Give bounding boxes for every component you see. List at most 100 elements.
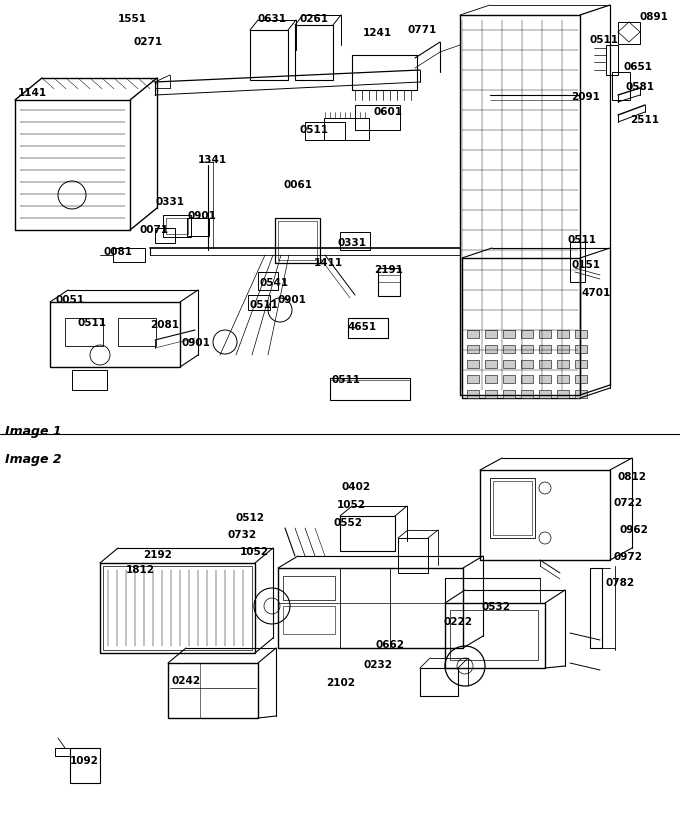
Text: 2091: 2091 [571, 92, 600, 102]
Text: 0261: 0261 [299, 14, 328, 24]
Text: 1411: 1411 [314, 258, 343, 268]
Text: 2102: 2102 [326, 678, 355, 688]
Text: 2511: 2511 [630, 115, 659, 125]
Text: 2192: 2192 [143, 550, 172, 560]
Bar [606, 45, 618, 75]
Text: 0512: 0512 [235, 513, 264, 523]
Text: 0071: 0071 [140, 225, 169, 235]
Bar [503, 375, 515, 383]
Bar [490, 478, 535, 538]
Bar [324, 118, 369, 140]
Bar [521, 360, 533, 368]
Text: 0901: 0901 [187, 211, 216, 221]
Bar [70, 748, 100, 783]
Bar [295, 25, 333, 80]
Text: 0222: 0222 [443, 617, 472, 627]
Text: 1052: 1052 [240, 547, 269, 557]
Bar [113, 248, 145, 262]
Bar [462, 258, 580, 398]
Bar [348, 318, 388, 338]
Bar [420, 668, 458, 696]
Bar [340, 516, 395, 551]
Bar [248, 295, 270, 310]
Bar [103, 566, 252, 650]
Text: 0972: 0972 [614, 552, 643, 562]
Bar [521, 345, 533, 353]
Bar [503, 390, 515, 398]
Bar [539, 330, 551, 338]
Bar [557, 375, 569, 383]
Text: 0511: 0511 [332, 375, 361, 385]
Bar [72, 370, 107, 390]
Bar [283, 576, 335, 600]
Bar [575, 330, 587, 338]
Bar [575, 390, 587, 398]
Bar [539, 345, 551, 353]
Bar [493, 481, 532, 535]
Text: 1052: 1052 [337, 500, 366, 510]
Bar [467, 360, 479, 368]
Text: 4651: 4651 [347, 322, 376, 332]
Text: 0782: 0782 [605, 578, 634, 588]
Text: 0151: 0151 [572, 260, 601, 270]
Text: 0051: 0051 [55, 295, 84, 305]
Bar [485, 375, 497, 383]
Bar [467, 390, 479, 398]
Text: 0511: 0511 [250, 300, 279, 310]
Bar [305, 122, 345, 140]
Text: 0552: 0552 [333, 518, 362, 528]
Text: 0722: 0722 [614, 498, 643, 508]
Bar [539, 390, 551, 398]
Text: 0402: 0402 [341, 482, 370, 492]
Bar [330, 378, 410, 400]
Text: 0771: 0771 [408, 25, 437, 35]
Bar [485, 390, 497, 398]
Bar [467, 345, 479, 353]
Bar [570, 242, 585, 282]
Text: 0732: 0732 [228, 530, 257, 540]
Bar [539, 375, 551, 383]
Bar [539, 360, 551, 368]
Text: 0331: 0331 [156, 197, 185, 207]
Text: 0511: 0511 [590, 35, 619, 45]
Text: 0331: 0331 [338, 238, 367, 248]
Bar [521, 375, 533, 383]
Text: 2191: 2191 [374, 265, 403, 275]
Bar [503, 345, 515, 353]
Bar [485, 345, 497, 353]
Bar [503, 360, 515, 368]
Bar [557, 390, 569, 398]
Bar [50, 302, 180, 367]
Bar [250, 30, 288, 80]
Text: 0242: 0242 [172, 676, 201, 686]
Bar [155, 228, 175, 243]
Bar [450, 610, 538, 660]
Text: 0812: 0812 [617, 472, 646, 482]
Text: 0901: 0901 [278, 295, 307, 305]
Bar [355, 105, 400, 130]
Text: 0631: 0631 [258, 14, 287, 24]
Text: 0901: 0901 [181, 338, 210, 348]
Bar [65, 318, 103, 346]
Text: 2081: 2081 [150, 320, 179, 330]
Text: 0662: 0662 [376, 640, 405, 650]
Bar [521, 390, 533, 398]
Text: Image 1: Image 1 [5, 425, 62, 438]
Text: 0532: 0532 [481, 602, 510, 612]
Bar [503, 330, 515, 338]
Bar [163, 215, 191, 237]
Bar [521, 330, 533, 338]
Text: 0601: 0601 [373, 107, 402, 117]
Text: 0271: 0271 [134, 37, 163, 47]
Text: 0511: 0511 [77, 318, 106, 328]
Text: 0081: 0081 [103, 247, 132, 257]
Text: 0511: 0511 [567, 235, 596, 245]
Bar [480, 470, 610, 560]
Bar [467, 375, 479, 383]
Text: 1141: 1141 [18, 88, 47, 98]
Bar [283, 606, 335, 634]
Text: 1092: 1092 [70, 756, 99, 766]
Bar [118, 318, 156, 346]
Text: 0511: 0511 [300, 125, 329, 135]
Text: 1551: 1551 [118, 14, 147, 24]
